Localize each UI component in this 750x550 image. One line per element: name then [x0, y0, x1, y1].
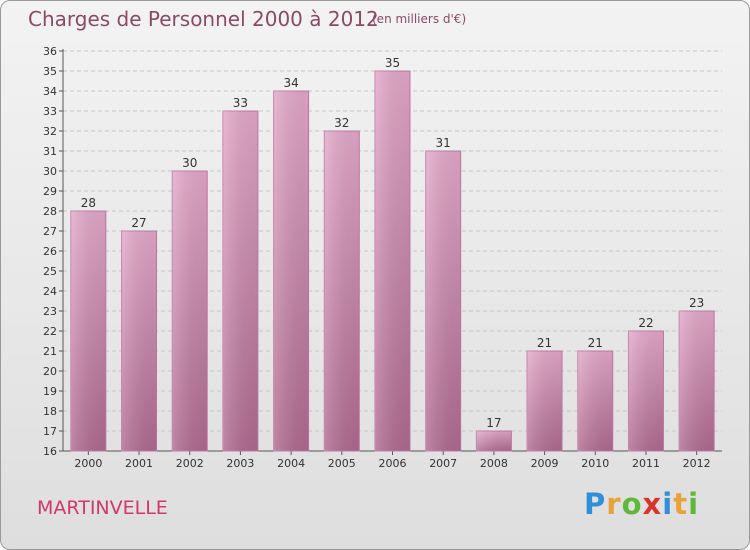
proxiti-logo[interactable]: Proxiti	[584, 487, 699, 521]
x-tick-label: 2003	[226, 457, 254, 470]
bar-shade	[628, 331, 664, 451]
y-tick-label: 24	[43, 285, 57, 298]
data-labels: 28 27 30 33 34 32 35 31 17 21 21 22 23	[81, 56, 705, 430]
bar-shade	[679, 311, 715, 451]
bar-shade	[121, 231, 157, 451]
y-tick-label: 28	[43, 205, 57, 218]
x-tick-label: 2008	[480, 457, 508, 470]
chart-subtitle: (en milliers d'€)	[372, 12, 467, 26]
bar-value-label: 34	[283, 76, 298, 90]
x-tick-label: 2009	[531, 457, 559, 470]
logo-letter: i	[688, 487, 700, 521]
x-tick-label: 2006	[379, 457, 407, 470]
bars	[70, 70, 715, 452]
commune-name: MARTINVELLE	[37, 497, 168, 519]
bar-value-label: 33	[233, 96, 248, 110]
y-tick-label: 25	[43, 265, 57, 278]
y-tick-label: 33	[43, 105, 57, 118]
bar-shade	[273, 91, 309, 451]
x-tick-label: 2004	[277, 457, 305, 470]
y-tick-label: 23	[43, 305, 57, 318]
x-tick-label: 2002	[176, 457, 204, 470]
bar-shade	[172, 171, 208, 451]
x-tick-label: 2005	[328, 457, 356, 470]
bar-value-label: 21	[588, 336, 603, 350]
bar-value-label: 17	[486, 416, 501, 430]
x-tick-label: 2007	[429, 457, 457, 470]
bar-value-label: 30	[182, 156, 197, 170]
axes: 16 17 18 19 20 21 22 23 24 25 26 27 28 29 30 31 32 33 34 35…	[43, 45, 722, 470]
y-tick-label: 26	[43, 245, 57, 258]
bar-value-label: 28	[81, 196, 96, 210]
y-tick-label: 30	[43, 165, 57, 178]
bar-value-label: 23	[689, 296, 704, 310]
y-tick-label: 20	[43, 365, 57, 378]
y-tick-label: 19	[43, 385, 57, 398]
logo-letter: i	[662, 487, 674, 521]
bar-value-label: 21	[537, 336, 552, 350]
x-tick-label: 2010	[581, 457, 609, 470]
y-tick-label: 16	[43, 445, 57, 458]
y-tick-label: 17	[43, 425, 57, 438]
bar-shade	[70, 211, 106, 451]
bar-value-label: 31	[436, 136, 451, 150]
bar-shade	[222, 111, 258, 451]
bar-shade	[375, 71, 410, 451]
bar-value-label: 27	[131, 216, 146, 230]
y-tick-label: 18	[43, 405, 57, 418]
y-tick-label: 22	[43, 325, 57, 338]
y-tick-label: 34	[43, 85, 57, 98]
y-tick-label: 29	[43, 185, 57, 198]
y-tick-label: 31	[43, 145, 57, 158]
bar-value-label: 32	[334, 116, 349, 130]
bar-shade	[425, 151, 461, 451]
y-tick-label: 32	[43, 125, 57, 138]
bar-shade	[527, 351, 563, 451]
x-tick-label: 2000	[74, 457, 102, 470]
x-tick-label: 2011	[632, 457, 660, 470]
bar-value-label: 35	[385, 56, 400, 70]
bar-shade	[324, 131, 360, 451]
logo-letter: o	[621, 487, 643, 521]
bar-shade	[476, 431, 512, 451]
bar-shade	[577, 351, 613, 451]
y-tick-label: 35	[43, 65, 57, 78]
logo-letter: x	[642, 487, 663, 521]
logo-letter: t	[673, 487, 689, 521]
bar-value-label: 22	[638, 316, 653, 330]
y-tick-label: 27	[43, 225, 57, 238]
x-tick-label: 2012	[683, 457, 711, 470]
chart-title: Charges de Personnel 2000 à 2012	[28, 7, 379, 31]
logo-letter: r	[606, 487, 622, 521]
logo-letter: P	[584, 487, 607, 521]
y-tick-label: 36	[43, 45, 57, 58]
x-tick-label: 2001	[125, 457, 153, 470]
y-tick-label: 21	[43, 345, 57, 358]
